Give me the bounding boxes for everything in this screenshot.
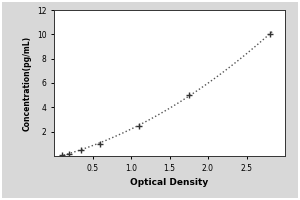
X-axis label: Optical Density: Optical Density [130, 178, 208, 187]
Y-axis label: Concentration(pg/mL): Concentration(pg/mL) [22, 35, 31, 131]
